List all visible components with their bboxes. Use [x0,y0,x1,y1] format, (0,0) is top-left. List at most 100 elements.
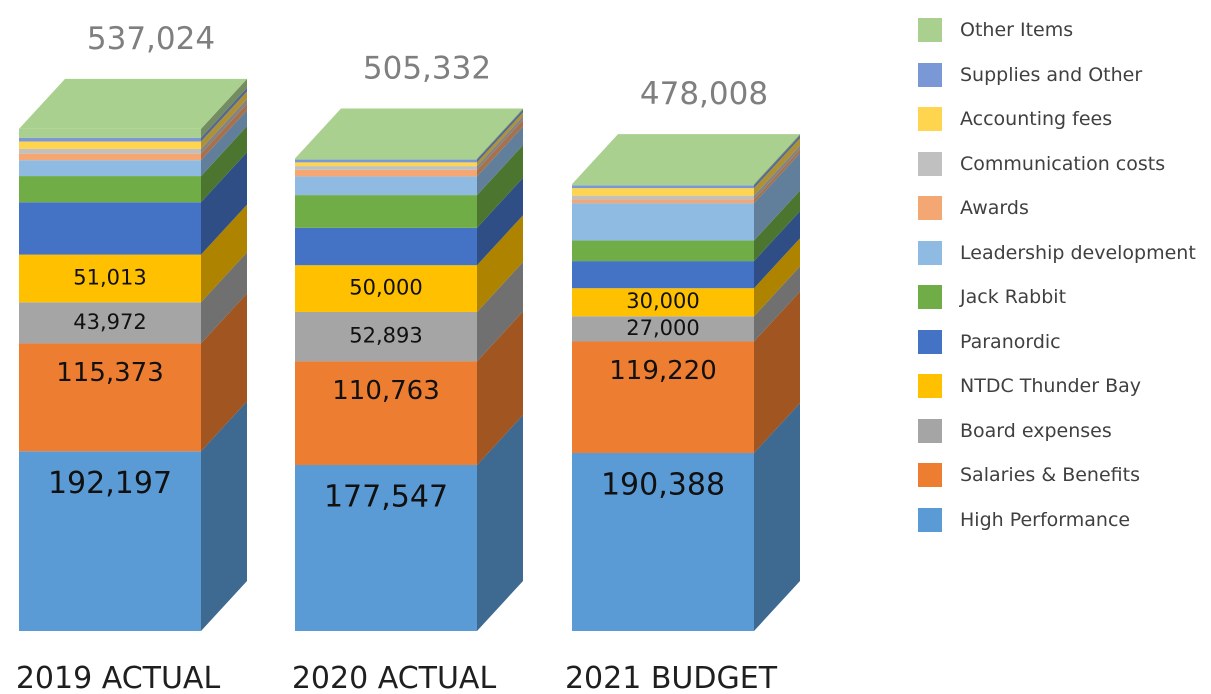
legend-label: NTDC Thunder Bay [960,375,1142,398]
bar-stack-2019-actual [19,78,247,631]
legend-swatch [918,196,942,221]
bar-side-leadership-development [754,153,800,241]
bar-side-high-performance [754,402,800,631]
bar-side-jack-rabbit [477,145,523,228]
bar-side-salaries-benefits [201,293,247,452]
bars-layer [19,78,800,631]
bar-segment-salaries-benefits [19,343,201,452]
bar-side-communication-costs [201,98,247,154]
bar-segment-communication-costs [295,166,477,170]
segment-label-salaries-benefits: 115,373 [56,358,164,388]
category-label: 2019 ACTUAL [16,661,221,694]
bar-segment-high-performance [19,451,201,631]
bar-segment-paranordic [19,202,201,255]
legend-swatch [918,240,942,265]
legend-item-board-expenses: Board expenses [918,409,1208,454]
bar-side-ntdc-thunder-bay [477,215,523,312]
bar-segment-accounting-fees [572,188,754,196]
bar-side-accounting-fees [201,91,247,149]
legend-label: Salaries & Benefits [960,464,1140,487]
legend-swatch [918,507,942,532]
segment-label-high-performance: 190,388 [601,467,725,502]
legend-item-communication-costs: Communication costs [918,142,1208,187]
bar-segment-leadership-development [572,203,754,241]
legend-swatch [918,107,942,132]
legend-label: Communication costs [960,152,1166,175]
bar-segment-leadership-development [19,160,201,177]
bar-top-2021-budget [572,134,800,185]
segment-label-ntdc-thunder-bay: 50,000 [349,276,422,300]
bar-segment-jack-rabbit [19,176,201,203]
bar-segment-salaries-benefits [295,361,477,465]
bar-stack-2020-actual [295,108,523,631]
total-label: 478,008 [640,76,768,112]
bar-side-communication-costs [754,145,800,200]
bar-stack-2021-budget [572,134,800,631]
legend-item-leadership-development: Leadership development [918,231,1208,276]
bar-side-board-expenses [754,266,800,342]
segment-label-salaries-benefits: 110,763 [332,376,440,406]
bar-segment-awards [572,199,754,204]
bar-top-2020-actual [295,108,523,159]
bar-side-awards [201,103,247,161]
bar-side-board-expenses [477,261,523,362]
bar-side-other-items [754,134,800,186]
segment-label-high-performance: 177,547 [324,479,448,514]
bar-side-paranordic [201,152,247,255]
bar-side-salaries-benefits [477,311,523,465]
legend-label: Board expenses [960,419,1112,442]
bar-side-ntdc-thunder-bay [201,204,247,303]
bar-side-salaries-benefits [754,291,800,453]
legend-item-salaries-benefits: Salaries & Benefits [918,453,1208,498]
legend-label: Other Items [960,19,1074,42]
segment-label-board-expenses: 27,000 [626,316,699,340]
total-label: 537,024 [87,21,215,57]
bar-segment-ntdc-thunder-bay [295,265,477,312]
legend-label: High Performance [960,508,1131,531]
bar-side-supplies-and-other [201,87,247,142]
legend-swatch [918,151,942,176]
stacked-bar-chart: 192,197 115,373 43,972 51,013 537,024 2019 AC… [16,21,800,694]
bar-segment-other-items [19,128,201,138]
legend-swatch [918,18,942,43]
legend-label: Awards [960,197,1029,220]
bar-side-communication-costs [477,116,523,170]
segment-label-salaries-benefits: 119,220 [609,356,717,386]
bar-segment-accounting-fees [295,162,477,167]
bar-side-other-items [477,108,523,160]
bar-side-paranordic [477,177,523,266]
legend-swatch [918,285,942,310]
bar-segment-awards [295,169,477,177]
bar-side-awards [754,149,800,204]
bar-side-supplies-and-other [754,135,800,189]
segment-label-board-expenses: 52,893 [349,324,422,348]
bar-segment-jack-rabbit [295,195,477,228]
bar-side-other-items [201,78,247,138]
bar-top-2019-actual [19,78,247,129]
bar-segment-other-items [295,158,477,160]
category-label: 2021 BUDGET [565,661,778,694]
legend-swatch [918,463,942,488]
category-label: 2020 ACTUAL [292,661,497,694]
legend-item-jack-rabbit: Jack Rabbit [918,275,1208,320]
bar-side-leadership-development [477,126,523,196]
bar-side-paranordic [754,211,800,289]
segment-label-board-expenses: 43,972 [73,310,146,334]
bar-side-jack-rabbit [201,126,247,203]
bar-segment-supplies-and-other [295,159,477,163]
legend-swatch [918,374,942,399]
bar-side-jack-rabbit [754,190,800,262]
bar-segment-communication-costs [572,195,754,200]
segment-label-ntdc-thunder-bay: 30,000 [626,289,699,313]
bar-segment-other-items [572,184,754,186]
bar-segment-salaries-benefits [572,341,754,453]
legend-swatch [918,329,942,354]
bar-side-accounting-fees [477,112,523,167]
bar-segment-ntdc-thunder-bay [19,254,201,303]
bar-side-ntdc-thunder-bay [754,238,800,317]
bar-segment-high-performance [572,452,754,631]
bar-segment-supplies-and-other [19,137,201,142]
legend: Other Items Supplies and Other Accountin… [918,8,1208,542]
legend-label: Accounting fees [960,108,1113,131]
bar-segment-board-expenses [19,302,201,344]
